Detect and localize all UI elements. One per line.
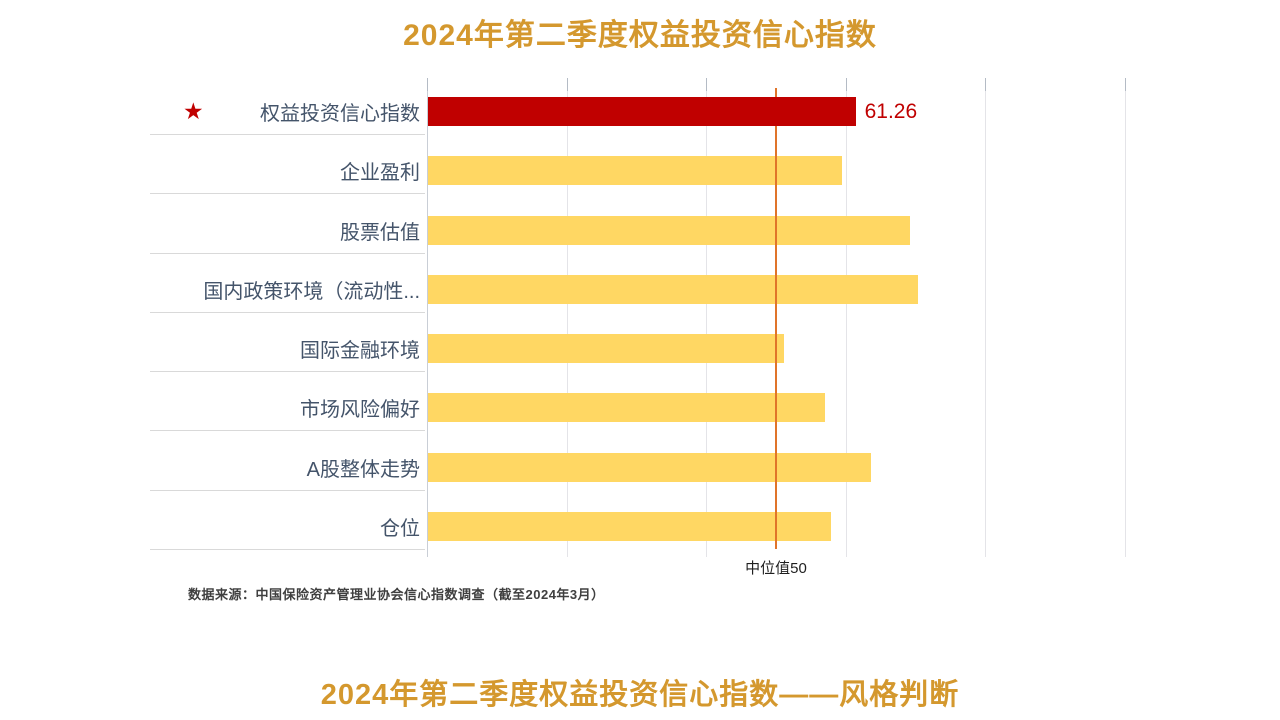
- bar-1: [428, 156, 842, 186]
- row-separator-4: [150, 371, 425, 372]
- page-title: 2024年第二季度权益投资信心指数: [403, 19, 877, 52]
- axis-tick-40: [706, 78, 708, 91]
- row-separator-1: [150, 193, 425, 195]
- row-separator-2: [150, 252, 425, 254]
- gridline-20: [566, 78, 568, 557]
- median-line-label: 中位值50: [745, 560, 807, 577]
- bar-5: [428, 393, 826, 423]
- data-source-note: 数据来源：中国保险资产管理业协会信心指数调查（截至2024年3月）: [188, 587, 605, 602]
- axis-tick-100: [1125, 78, 1126, 91]
- axis-tick-20: [566, 78, 568, 91]
- row-separator-6: [150, 489, 425, 491]
- gridline-0: [427, 78, 428, 557]
- gridline-40: [706, 78, 708, 557]
- bar-6: [428, 452, 872, 482]
- category-label-1: 企业盈利: [340, 162, 420, 185]
- category-label-3: 国内政策环境（流动性...: [203, 280, 420, 303]
- bar-0: [428, 97, 856, 126]
- axis-tick-60: [845, 78, 847, 91]
- axis-tick-80: [985, 78, 987, 91]
- category-label-6: A股整体走势: [306, 458, 420, 481]
- row-separator-5: [150, 430, 425, 432]
- category-label-4: 国际金融环境: [300, 340, 420, 362]
- gridline-60: [845, 78, 847, 557]
- bar-3: [428, 274, 918, 304]
- category-label-5: 市场风险偏好: [300, 399, 420, 422]
- category-label-7: 仓位: [380, 517, 420, 540]
- next-section-title-clipped: 2024年第二季度权益投资信心指数——风格判断: [0, 714, 1280, 720]
- gridline-80: [985, 78, 987, 557]
- category-label-0: 权益投资信心指数: [260, 103, 420, 125]
- bar-2: [428, 215, 911, 245]
- next-section-title: 2024年第二季度权益投资信心指数——风格判断: [320, 679, 960, 711]
- row-separator-7: [150, 548, 425, 550]
- category-label-2: 股票估值: [340, 221, 420, 244]
- category-label-column: ★ 权益投资信心指数企业盈利股票估值国内政策环境（流动性... 国际金融环境 市场风…: [150, 78, 425, 557]
- bar-4: [428, 334, 784, 363]
- gridline-100: [1125, 78, 1126, 557]
- row-separator-3: [150, 311, 425, 313]
- axis-tick-0: [427, 78, 428, 91]
- bar-7: [428, 511, 831, 541]
- bar-value-label-0: 61.26: [864, 100, 918, 123]
- row-separator-0: [150, 134, 425, 135]
- star-icon: ★: [183, 98, 204, 124]
- bar-chart-plot-area: 61.26: [427, 78, 1129, 557]
- median-reference-line: [775, 88, 777, 549]
